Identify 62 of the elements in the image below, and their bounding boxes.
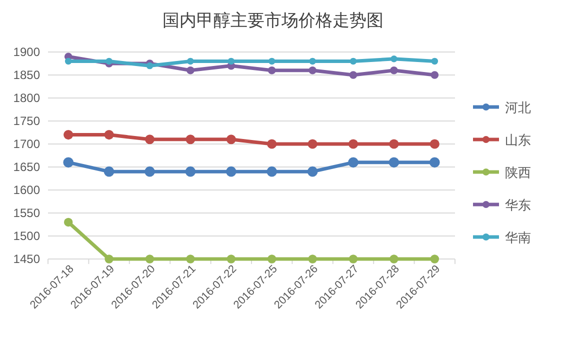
point	[431, 58, 438, 65]
y-tick-label: 1600	[13, 182, 40, 197]
point	[390, 66, 398, 74]
legend-label: 华东	[505, 198, 531, 214]
point	[390, 254, 398, 264]
legend-label: 河北	[505, 101, 531, 116]
point	[390, 56, 398, 62]
point	[266, 166, 278, 177]
point	[267, 139, 277, 149]
point	[268, 58, 276, 65]
point	[348, 254, 358, 264]
point	[145, 254, 154, 264]
legend-label: 山东	[505, 134, 531, 148]
point	[309, 58, 316, 65]
point	[308, 139, 318, 149]
point	[226, 134, 236, 144]
point	[430, 139, 440, 149]
point	[144, 134, 155, 144]
point	[267, 254, 276, 264]
point	[104, 254, 114, 264]
point	[106, 58, 112, 65]
point	[268, 66, 276, 74]
point	[348, 139, 358, 149]
point	[349, 71, 358, 79]
y-tick-label: 1650	[13, 160, 40, 174]
point	[104, 166, 114, 177]
point	[307, 166, 318, 177]
y-tick-label: 1450	[13, 252, 40, 266]
point	[185, 166, 196, 177]
point	[430, 71, 439, 79]
point	[104, 130, 114, 140]
point	[228, 58, 235, 65]
point	[348, 157, 358, 168]
y-tick-label: 1750	[13, 114, 40, 128]
y-tick-label: 1550	[13, 206, 40, 220]
y-tick-label: 1500	[13, 228, 40, 243]
point	[429, 157, 440, 168]
point	[146, 62, 154, 70]
point	[308, 66, 316, 74]
point	[308, 254, 317, 264]
y-tick-label: 1900	[13, 44, 40, 59]
point	[64, 58, 72, 65]
legend-label: 陕西	[505, 166, 531, 181]
point	[186, 134, 196, 144]
point	[389, 139, 399, 149]
point	[186, 66, 194, 74]
y-tick-label: 1850	[13, 68, 40, 82]
point	[187, 58, 194, 65]
chart-title: 国内甲醇主要市场价格走势图	[162, 11, 384, 31]
point	[186, 254, 195, 264]
legend-label: 华南	[505, 231, 531, 246]
point	[350, 58, 357, 65]
point	[64, 218, 73, 227]
y-tick-label: 1800	[13, 90, 40, 105]
point	[388, 157, 400, 168]
point	[226, 254, 236, 264]
y-tick-label: 1700	[13, 136, 40, 151]
point	[430, 254, 440, 264]
point	[63, 157, 74, 168]
point	[226, 166, 236, 177]
point	[64, 130, 74, 140]
point	[144, 166, 155, 177]
